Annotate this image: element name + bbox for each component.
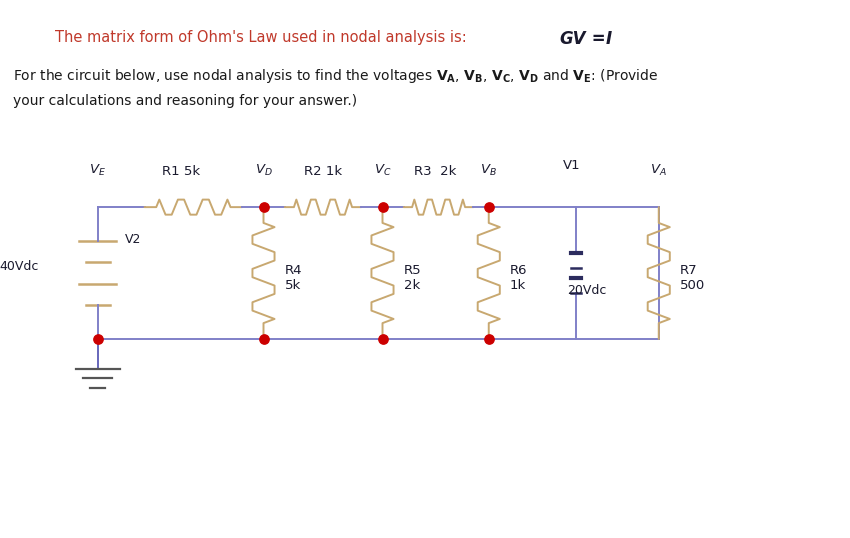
- Text: $V_E$: $V_E$: [89, 162, 106, 178]
- Text: R2 1k: R2 1k: [304, 165, 342, 178]
- Point: [376, 203, 389, 211]
- Point: [257, 203, 270, 211]
- Text: $V_D$: $V_D$: [255, 162, 272, 178]
- Text: 20Vdc: 20Vdc: [567, 284, 606, 297]
- Text: your calculations and reasoning for your answer.): your calculations and reasoning for your…: [13, 94, 357, 108]
- Text: =: =: [586, 30, 612, 47]
- Text: For the circuit below, use nodal analysis to find the voltages $\mathbf{V_A}$, $: For the circuit below, use nodal analysi…: [13, 67, 658, 85]
- Text: R3  2k: R3 2k: [415, 165, 456, 178]
- Text: GV: GV: [559, 30, 586, 47]
- Point: [91, 335, 105, 343]
- Text: $V_A$: $V_A$: [650, 162, 667, 178]
- Text: V2: V2: [125, 233, 141, 246]
- Text: V1: V1: [564, 159, 581, 172]
- Text: The matrix form of Ohm's Law used in nodal analysis is:: The matrix form of Ohm's Law used in nod…: [55, 30, 476, 45]
- Text: $V_B$: $V_B$: [480, 162, 497, 178]
- Text: 40Vdc: 40Vdc: [0, 260, 38, 273]
- Point: [376, 335, 389, 343]
- Text: R7
500: R7 500: [680, 264, 705, 293]
- Text: I: I: [606, 30, 612, 47]
- Point: [257, 335, 270, 343]
- Point: [482, 335, 496, 343]
- Point: [482, 203, 496, 211]
- Text: R5
2k: R5 2k: [404, 264, 422, 293]
- Text: R4
5k: R4 5k: [285, 264, 303, 293]
- Text: R6
1k: R6 1k: [510, 264, 528, 293]
- Text: $V_C$: $V_C$: [374, 162, 391, 178]
- Text: R1 5k: R1 5k: [162, 165, 200, 178]
